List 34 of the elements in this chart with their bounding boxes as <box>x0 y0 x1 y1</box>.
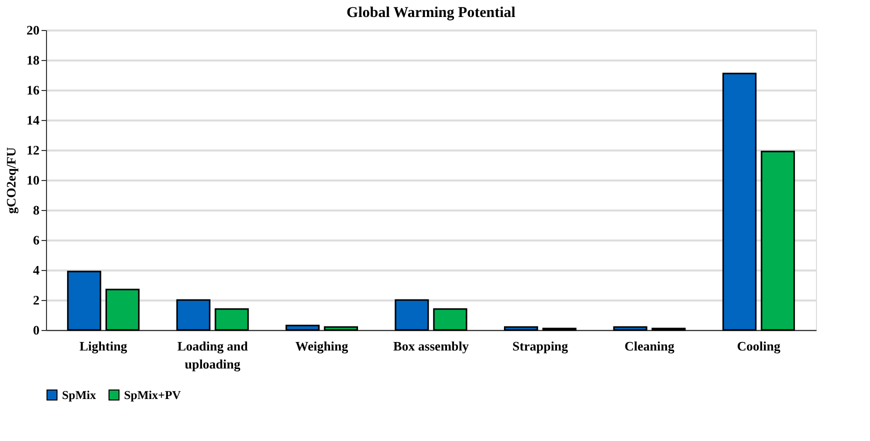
y-tick-label: 16 <box>26 82 40 98</box>
bar <box>504 326 538 331</box>
bar <box>286 324 320 331</box>
bar <box>722 72 757 331</box>
y-tick-label: 4 <box>33 262 40 278</box>
x-tick-label: Box assembly <box>393 338 470 354</box>
bar <box>105 288 140 331</box>
legend-label: SpMix <box>62 388 96 402</box>
bar <box>324 326 358 331</box>
bar <box>394 299 429 331</box>
x-tick-label: Weighing <box>295 338 349 354</box>
x-tick-label: Cleaning <box>624 338 675 354</box>
y-tick-label: 18 <box>26 52 40 68</box>
y-tick-label: 14 <box>26 112 40 128</box>
y-tick-label: 8 <box>33 202 40 218</box>
bar <box>613 326 648 331</box>
y-tick-label: 20 <box>26 22 40 38</box>
bar <box>67 270 102 331</box>
bar <box>214 308 249 331</box>
chart-title: Global Warming Potential <box>346 5 516 21</box>
y-tick-label: 10 <box>26 172 40 188</box>
y-tick-label: 12 <box>26 142 40 158</box>
bar <box>760 150 795 331</box>
y-tick-label: 0 <box>33 322 40 338</box>
legend-label: SpMix+PV <box>124 388 182 402</box>
bar <box>433 308 468 331</box>
bar <box>176 299 210 331</box>
y-axis-title: gCO2eq/FU <box>4 146 18 214</box>
x-tick-label: Strapping <box>512 338 569 354</box>
x-tick-label: Loading and uploading <box>177 338 249 372</box>
x-tick-label: Cooling <box>736 338 781 354</box>
x-tick-label: Lighting <box>79 338 128 354</box>
y-tick-label: 6 <box>33 232 40 248</box>
y-tick-label: 2 <box>33 292 40 308</box>
